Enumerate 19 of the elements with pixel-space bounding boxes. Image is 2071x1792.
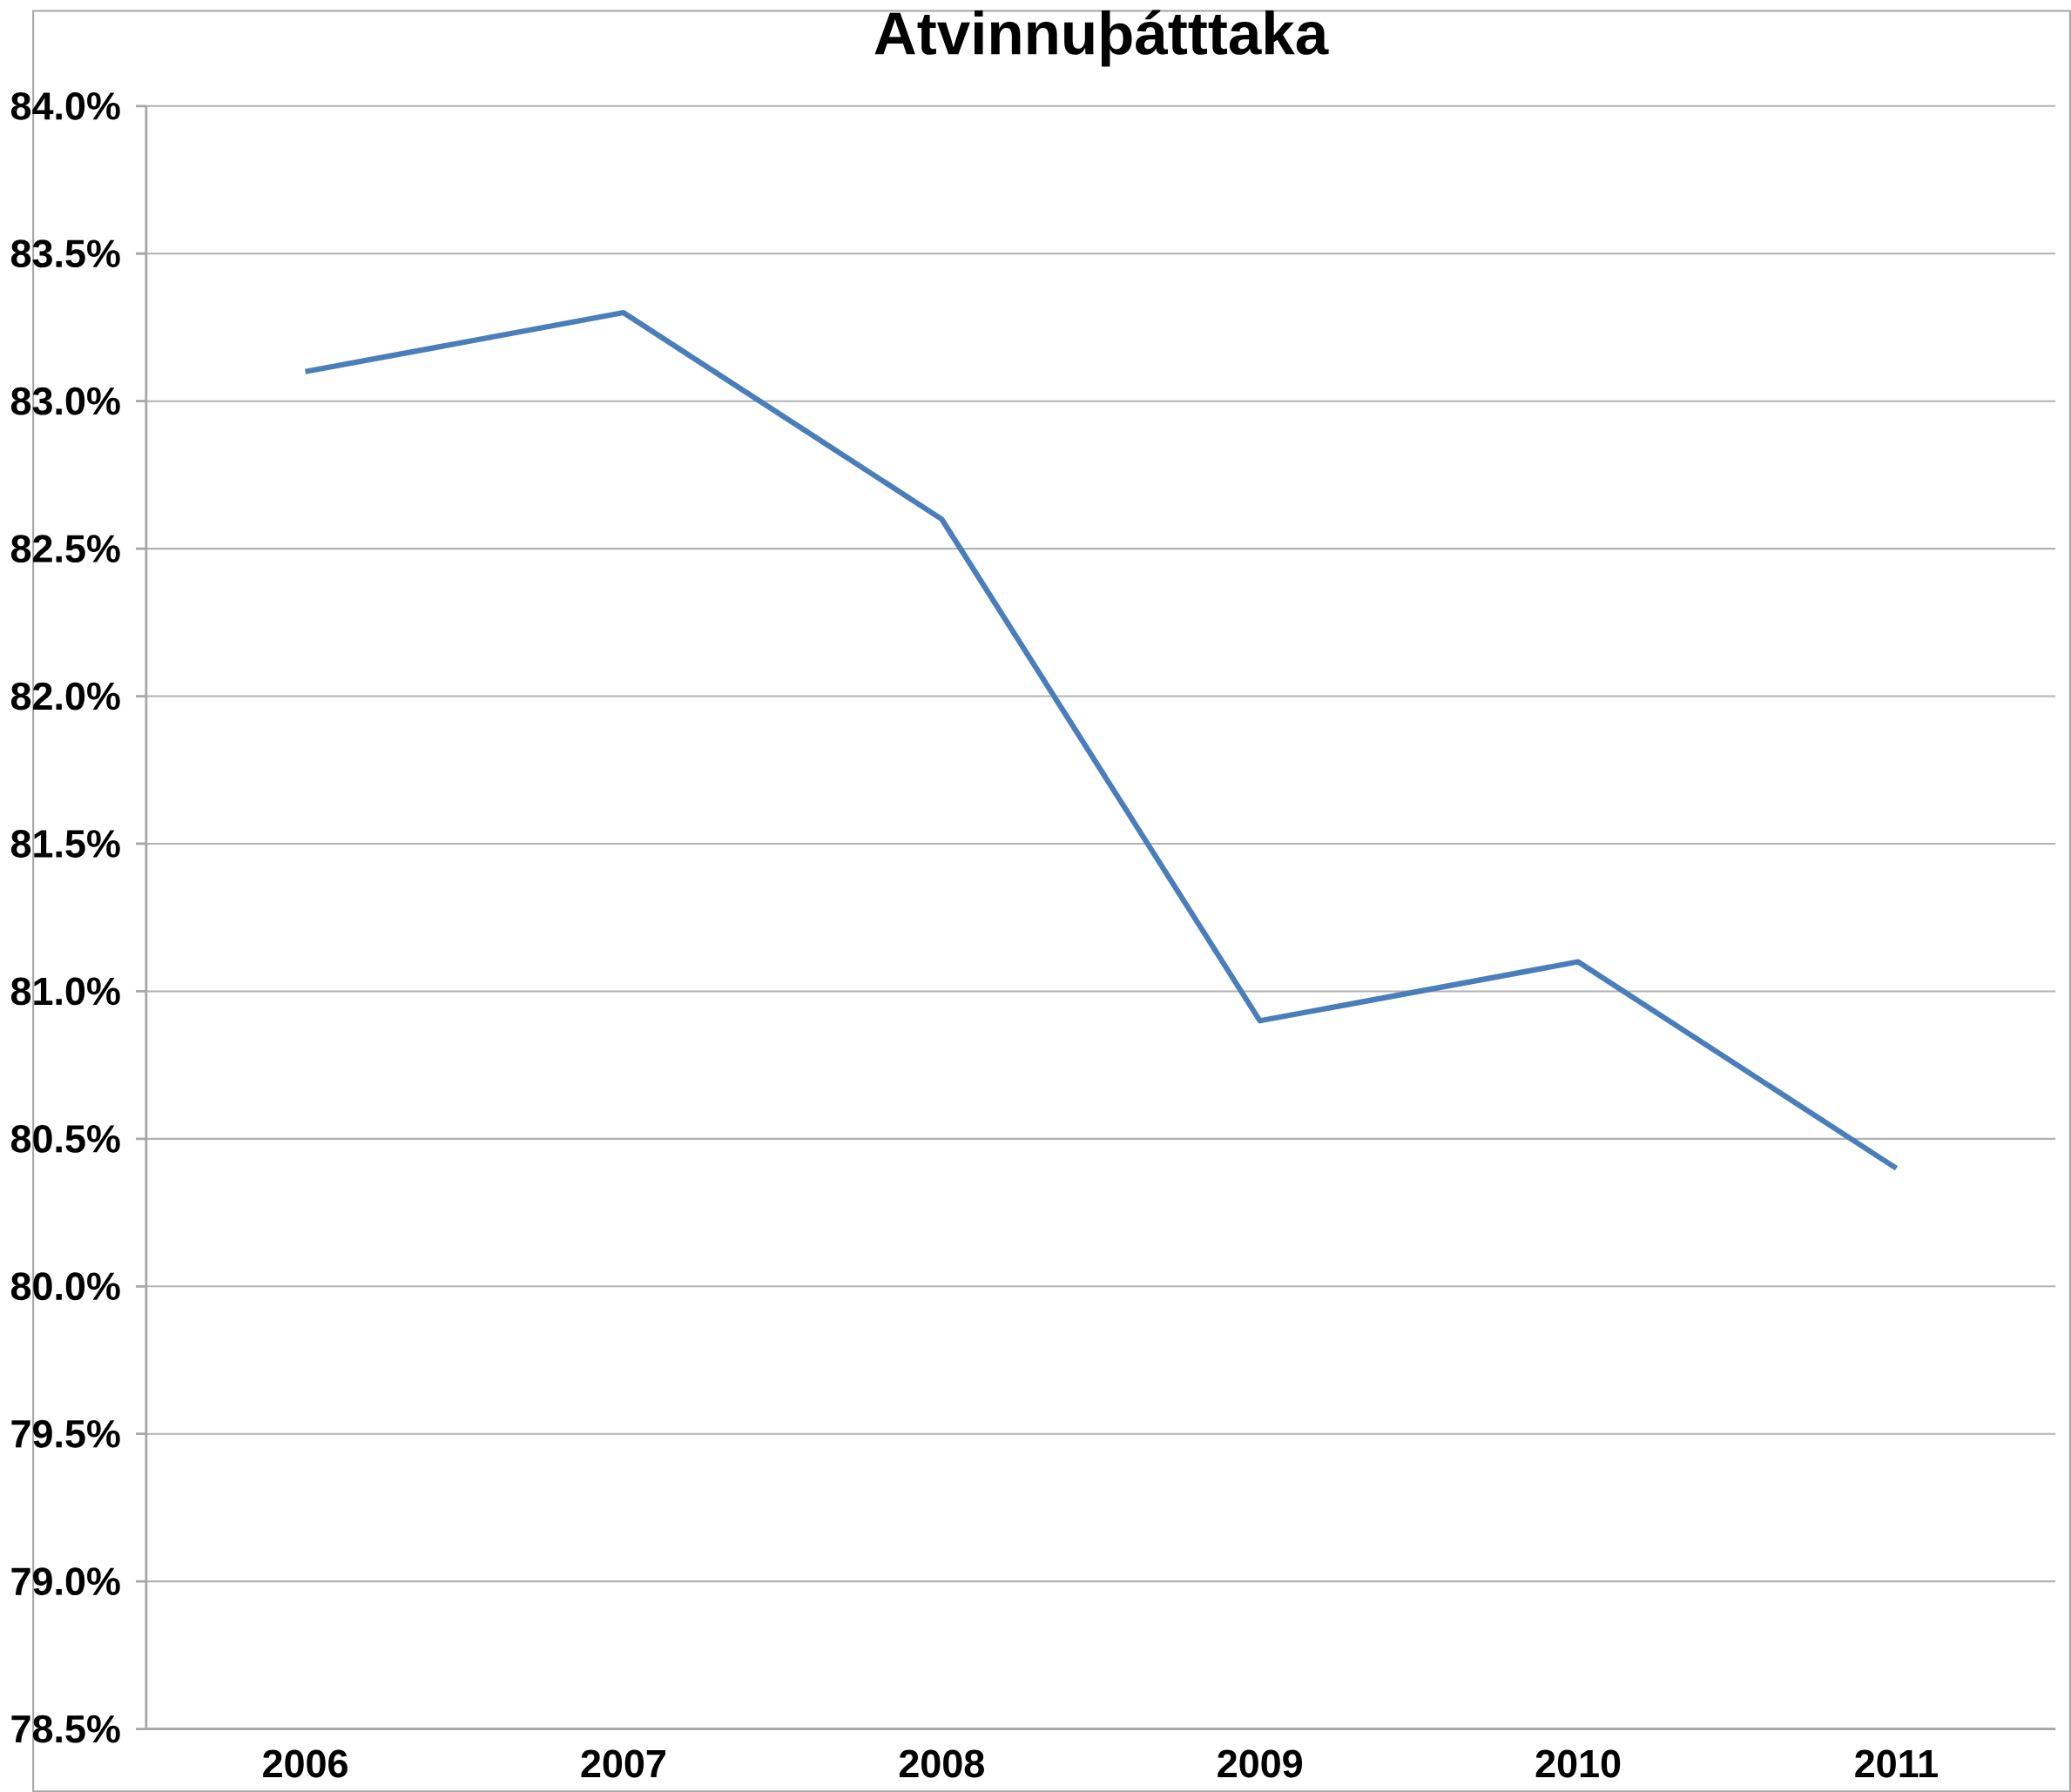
y-tick-label: 82.5%: [10, 535, 120, 563]
y-tick-label: 78.5%: [11, 1715, 120, 1743]
y-tick-label: 81.5%: [10, 829, 120, 858]
y-tick-label: 80.0%: [10, 1272, 120, 1301]
x-tick-label: 2010: [1535, 1749, 1621, 1778]
chart-title: Atvinnuþátttaka: [874, 10, 1329, 67]
x-tick-label: 2011: [1855, 1749, 1938, 1778]
x-tick-label: 2009: [1218, 1749, 1302, 1778]
y-tick-label: 81.0%: [10, 977, 120, 1006]
x-tick-label: 2008: [899, 1749, 984, 1778]
y-tick-label: 84.0%: [10, 91, 120, 120]
y-tick-label: 82.0%: [10, 682, 120, 711]
y-tick-label: 83.0%: [10, 387, 120, 415]
y-tick-label: 80.5%: [10, 1124, 120, 1153]
x-tick-label: 2007: [581, 1749, 665, 1778]
y-tick-label: 79.0%: [11, 1567, 120, 1595]
x-tick-label: 2006: [263, 1749, 347, 1778]
y-tick-label: 83.5%: [10, 239, 120, 268]
y-tick-label: 79.5%: [11, 1419, 120, 1448]
